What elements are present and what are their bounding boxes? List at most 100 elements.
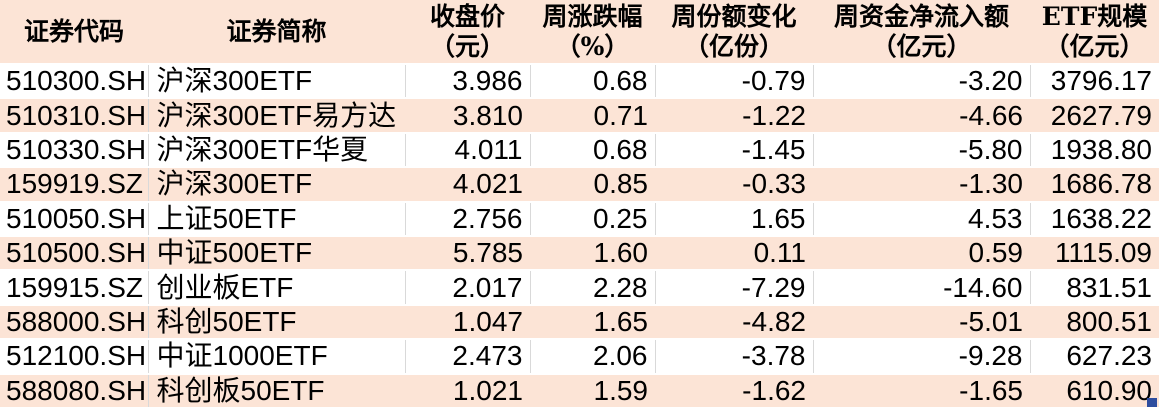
cell-weekly-change-pct[interactable]: 1.59 <box>530 373 655 409</box>
cell-weekly-change-pct[interactable]: 0.25 <box>530 201 656 237</box>
cell-weekly-share-change[interactable]: -0.33 <box>655 167 813 203</box>
cell-security-code[interactable]: 510310.SH <box>0 98 149 134</box>
cell-weekly-net-inflow[interactable]: -5.01 <box>813 304 1030 341</box>
cell-weekly-share-change[interactable]: -0.79 <box>655 64 814 100</box>
cell-security-name[interactable]: 沪深300ETF华夏 <box>148 132 406 169</box>
cell-security-name[interactable]: 上证50ETF <box>148 201 406 237</box>
cell-weekly-change-pct[interactable]: 0.71 <box>530 98 655 134</box>
cell-weekly-net-inflow[interactable]: -5.80 <box>813 132 1031 169</box>
cell-weekly-net-inflow[interactable]: -4.66 <box>813 98 1030 134</box>
cell-weekly-change-pct[interactable]: 2.28 <box>530 270 656 306</box>
cell-weekly-net-inflow[interactable]: 4.53 <box>813 201 1031 237</box>
table-row: 510330.SH 沪深300ETF华夏 4.011 0.68 -1.45 -5.80 19… <box>0 132 1159 169</box>
cell-weekly-share-change[interactable]: 0.11 <box>655 235 813 272</box>
cell-etf-scale[interactable]: 1686.78 <box>1030 167 1159 203</box>
table-row: 510310.SH 沪深300ETF易方达 3.810 0.71 -1.22 -4.66 2… <box>0 98 1159 134</box>
cell-security-code[interactable]: 588080.SH <box>0 373 149 409</box>
cell-weekly-net-inflow[interactable]: -1.65 <box>813 373 1030 409</box>
column-label: 周涨跌幅 <box>542 1 643 31</box>
column-header-weekly-share-change[interactable]: 周份额变化 （亿份） <box>655 0 813 65</box>
cell-weekly-change-pct[interactable]: 0.85 <box>530 167 655 203</box>
cell-weekly-change-pct[interactable]: 1.60 <box>530 235 655 272</box>
cell-security-name[interactable]: 沪深300ETF易方达 <box>148 98 405 134</box>
cell-weekly-share-change[interactable]: -1.22 <box>655 98 813 134</box>
table-row: 159915.SZ 创业板ETF 2.017 2.28 -7.29 -14.60 831.5… <box>0 270 1159 306</box>
cell-security-code[interactable]: 510330.SH <box>0 132 149 169</box>
cell-security-code[interactable]: 588000.SH <box>0 304 149 341</box>
column-label: ETF规模 <box>1041 1 1148 31</box>
table-row: 510300.SH 沪深300ETF 3.986 0.68 -0.79 -3.20 3796… <box>0 64 1159 100</box>
column-header-weekly-change-pct[interactable]: 周涨跌幅 （%） <box>530 0 655 65</box>
cell-weekly-net-inflow[interactable]: -3.20 <box>813 64 1031 100</box>
cell-security-name[interactable]: 创业板ETF <box>148 270 406 306</box>
cell-weekly-share-change[interactable]: -3.78 <box>655 339 814 375</box>
cell-etf-scale[interactable]: 800.51 <box>1030 304 1159 341</box>
cell-close-price[interactable]: 4.011 <box>405 132 531 169</box>
cell-close-price[interactable]: 2.017 <box>405 270 531 306</box>
cell-etf-scale[interactable]: 3796.17 <box>1030 64 1159 100</box>
cell-etf-scale[interactable]: 610.90 <box>1030 373 1159 409</box>
cell-weekly-share-change[interactable]: -1.45 <box>655 132 814 169</box>
table-row: 588000.SH 科创50ETF 1.047 1.65 -4.82 -5.01 800.5… <box>0 304 1159 341</box>
column-header-security-name[interactable]: 证券简称 <box>148 0 405 65</box>
column-unit: （亿元） <box>1044 31 1145 61</box>
cell-close-price[interactable]: 4.021 <box>405 167 530 203</box>
cell-close-price[interactable]: 1.021 <box>405 373 530 409</box>
cell-etf-scale[interactable]: 1638.22 <box>1030 201 1159 237</box>
cell-etf-scale[interactable]: 2627.79 <box>1030 98 1159 134</box>
cell-etf-scale[interactable]: 627.23 <box>1030 339 1159 375</box>
column-unit: （元） <box>429 31 505 61</box>
cell-weekly-net-inflow[interactable]: -1.30 <box>813 167 1030 203</box>
cell-weekly-change-pct[interactable]: 0.68 <box>530 64 656 100</box>
column-header-close-price[interactable]: 收盘价 （元） <box>405 0 530 65</box>
cell-security-name[interactable]: 科创50ETF <box>148 304 405 341</box>
column-label: 周资金净流入额 <box>833 1 1009 31</box>
cell-security-name[interactable]: 中证500ETF <box>148 235 405 272</box>
header-row: 证券代码 证券简称 收盘价 （元） 周涨跌幅 （%） 周份额变化 （亿份） 周资金净流入额 （亿元… <box>0 0 1159 65</box>
cell-weekly-change-pct[interactable]: 2.06 <box>530 339 656 375</box>
cell-security-name[interactable]: 科创板50ETF <box>148 373 405 409</box>
cell-weekly-share-change[interactable]: -7.29 <box>655 270 814 306</box>
cell-close-price[interactable]: 2.473 <box>405 339 531 375</box>
cell-etf-scale[interactable]: 1115.09 <box>1030 235 1159 272</box>
cell-close-price[interactable]: 3.810 <box>405 98 530 134</box>
cell-security-name[interactable]: 沪深300ETF <box>148 167 405 203</box>
cell-weekly-change-pct[interactable]: 0.68 <box>530 132 656 169</box>
column-label: 证券简称 <box>226 16 327 46</box>
fill-handle-icon[interactable] <box>1147 398 1157 407</box>
table-row: 510500.SH 中证500ETF 5.785 1.60 0.11 0.59 1115.0… <box>0 235 1159 272</box>
cell-weekly-share-change[interactable]: -1.62 <box>655 373 813 409</box>
table-body: 510300.SH 沪深300ETF 3.986 0.68 -0.79 -3.20 3796… <box>0 64 1159 409</box>
cell-security-name[interactable]: 沪深300ETF <box>148 64 406 100</box>
table-header: 证券代码 证券简称 收盘价 （元） 周涨跌幅 （%） 周份额变化 （亿份） 周资金净流入额 （亿元… <box>0 0 1159 65</box>
cell-close-price[interactable]: 1.047 <box>405 304 530 341</box>
cell-security-code[interactable]: 159915.SZ <box>0 270 149 306</box>
cell-weekly-net-inflow[interactable]: -14.60 <box>813 270 1031 306</box>
cell-weekly-net-inflow[interactable]: 0.59 <box>813 235 1030 272</box>
cell-close-price[interactable]: 2.756 <box>405 201 531 237</box>
cell-weekly-change-pct[interactable]: 1.65 <box>530 304 655 341</box>
cell-weekly-share-change[interactable]: -4.82 <box>655 304 813 341</box>
column-header-weekly-net-inflow[interactable]: 周资金净流入额 （亿元） <box>813 0 1030 65</box>
cell-security-code[interactable]: 159919.SZ <box>0 167 149 203</box>
column-label: 证券代码 <box>23 16 124 46</box>
column-header-security-code[interactable]: 证券代码 <box>0 0 148 65</box>
table-row: 512100.SH 中证1000ETF 2.473 2.06 -3.78 -9.28 627… <box>0 339 1159 375</box>
table-row: 159919.SZ 沪深300ETF 4.021 0.85 -0.33 -1.30 1686… <box>0 167 1159 203</box>
table-row: 588080.SH 科创板50ETF 1.021 1.59 -1.62 -1.65 610.… <box>0 373 1159 409</box>
cell-etf-scale[interactable]: 831.51 <box>1030 270 1159 306</box>
cell-security-code[interactable]: 512100.SH <box>0 339 149 375</box>
cell-close-price[interactable]: 5.785 <box>405 235 530 272</box>
cell-security-code[interactable]: 510300.SH <box>0 64 149 100</box>
column-header-etf-scale[interactable]: ETF规模 （亿元） <box>1030 0 1159 65</box>
cell-weekly-share-change[interactable]: 1.65 <box>655 201 814 237</box>
cell-security-code[interactable]: 510050.SH <box>0 201 149 237</box>
cell-security-name[interactable]: 中证1000ETF <box>148 339 406 375</box>
cell-weekly-net-inflow[interactable]: -9.28 <box>813 339 1031 375</box>
column-label: 周份额变化 <box>671 1 797 31</box>
cell-close-price[interactable]: 3.986 <box>405 64 531 100</box>
cell-security-code[interactable]: 510500.SH <box>0 235 149 272</box>
cell-etf-scale[interactable]: 1938.80 <box>1030 132 1159 169</box>
